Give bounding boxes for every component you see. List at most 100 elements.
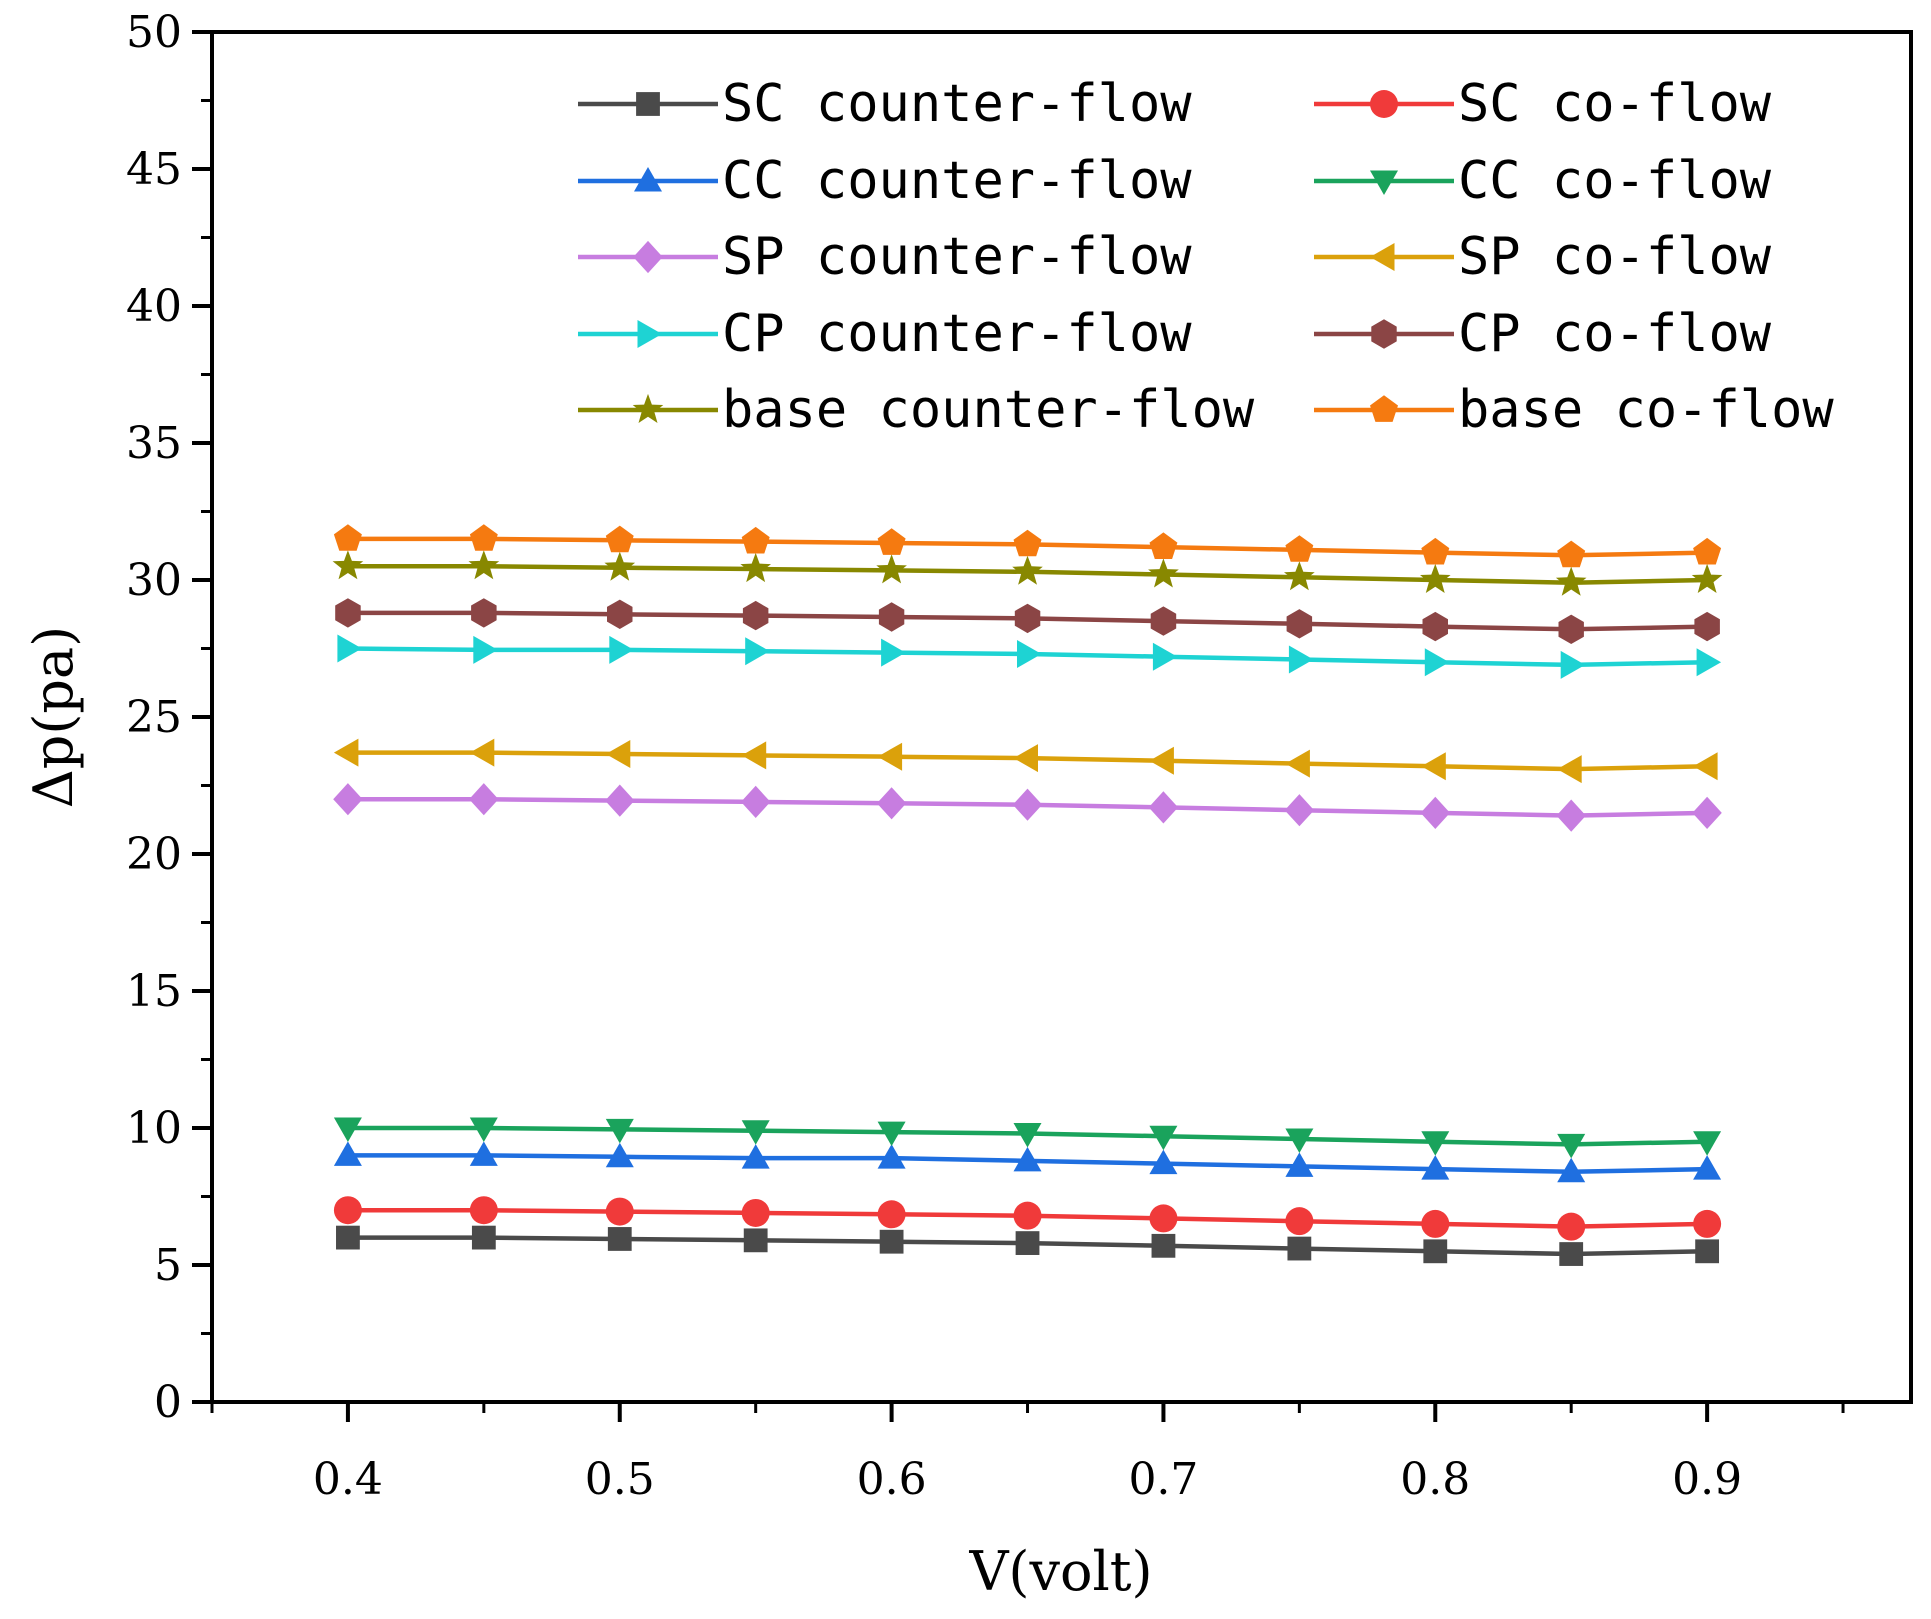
y-tick-label: 25: [126, 692, 182, 743]
data-point: [1285, 535, 1314, 562]
data-point: [876, 554, 907, 584]
data-point: [740, 552, 771, 583]
series-cp-co-flow: [335, 598, 1720, 644]
data-point: [1693, 537, 1722, 565]
data-point: [1421, 752, 1446, 781]
data-point: [469, 1196, 498, 1225]
data-point: [1557, 1133, 1586, 1159]
x-tick-label: 0.7: [1128, 1454, 1198, 1505]
data-point: [1557, 540, 1586, 568]
legend-label: base co-flow: [1458, 380, 1834, 440]
legend-marker: [636, 92, 660, 116]
data-point: [1013, 1146, 1042, 1172]
x-axis-title: V(volt): [968, 1540, 1152, 1603]
data-point: [605, 740, 631, 768]
series-base-counter-flow: [332, 550, 1723, 596]
data-point: [1693, 1209, 1722, 1238]
data-point: [1557, 1212, 1586, 1241]
series-sp-co-flow: [333, 738, 1718, 784]
data-point: [1288, 645, 1314, 674]
data-point: [1421, 537, 1450, 565]
data-point: [741, 785, 771, 818]
data-point: [1422, 611, 1448, 642]
series-cc-co-flow: [333, 1117, 1722, 1159]
y-tick-label: 40: [126, 281, 182, 332]
legend-entry: CC counter-flow: [578, 151, 1192, 211]
data-point: [605, 1118, 634, 1144]
data-point: [1423, 1239, 1448, 1264]
series-sc-counter-flow: [336, 1225, 1720, 1266]
data-point: [877, 1121, 906, 1147]
legend-entry: SC co-flow: [1314, 74, 1772, 134]
data-point: [742, 600, 769, 631]
data-point: [1149, 1204, 1178, 1233]
data-point: [604, 551, 636, 581]
data-point: [605, 525, 634, 553]
y-tick-label: 15: [126, 966, 182, 1017]
data-point: [336, 1225, 360, 1250]
axes: 0 5 10 15 20 25 30 35 40 45 50 0.4 0.5 0.6 0.7 0.8 0.9: [126, 7, 1845, 1505]
data-point: [1152, 642, 1178, 671]
data-point: [877, 1144, 906, 1169]
legend-marker: [1370, 395, 1398, 422]
data-point: [1420, 563, 1451, 593]
data-point: [1285, 1152, 1314, 1177]
data-point: [1148, 791, 1179, 824]
data-point: [1695, 1239, 1720, 1264]
legend: SC counter-flow SC co-flow CC counter-flow…: [578, 74, 1834, 440]
data-point: [1285, 1128, 1314, 1153]
legend-marker: [1370, 243, 1395, 271]
data-point: [333, 524, 362, 551]
data-point: [469, 1141, 498, 1166]
data-point: [741, 526, 770, 554]
data-point: [469, 1117, 498, 1142]
data-point: [609, 635, 634, 664]
data-point: [1424, 648, 1450, 677]
data-point: [1692, 796, 1722, 829]
data-point: [877, 742, 903, 771]
legend-marker: [633, 240, 663, 274]
data-point: [1691, 563, 1723, 593]
legend-label: SP co-flow: [1458, 227, 1772, 287]
legend-entry: SP co-flow: [1314, 227, 1772, 287]
data-point: [1421, 1155, 1450, 1180]
legend-marker: [632, 393, 664, 423]
series-group: [332, 524, 1723, 1266]
data-point: [333, 1117, 362, 1142]
legend-entry: SP counter-flow: [578, 227, 1192, 287]
data-point: [743, 1228, 768, 1253]
data-point: [1696, 648, 1722, 677]
data-point: [337, 634, 362, 663]
y-axis-title: Δp(pa): [22, 626, 85, 808]
legend-entry: base counter-flow: [578, 380, 1255, 440]
legend-entry: CP co-flow: [1314, 304, 1772, 364]
data-point: [1287, 1236, 1312, 1261]
series-cc-counter-flow: [333, 1141, 1722, 1183]
data-point: [1015, 1231, 1040, 1255]
data-point: [1284, 561, 1315, 591]
y-tick-label: 35: [126, 418, 182, 469]
data-point: [333, 1196, 362, 1225]
data-point: [881, 638, 906, 667]
data-point: [1693, 752, 1718, 781]
data-point: [1012, 788, 1043, 821]
series-sp-counter-flow: [333, 783, 1722, 832]
plot-frame: [210, 30, 1913, 1404]
legend-label: CP counter-flow: [722, 304, 1192, 364]
data-point: [469, 783, 499, 816]
y-tick-label: 30: [126, 555, 182, 606]
y-tick-label: 45: [126, 144, 182, 195]
data-point: [1421, 1209, 1450, 1238]
data-point: [1148, 558, 1179, 588]
legend-marker: [1370, 170, 1398, 195]
x-tick-label: 0.9: [1672, 1454, 1742, 1505]
data-point: [876, 787, 907, 820]
data-point: [1013, 1201, 1042, 1230]
series-cp-counter-flow: [337, 634, 1722, 679]
legend-label: base counter-flow: [722, 380, 1255, 440]
data-point: [741, 1144, 770, 1169]
data-point: [469, 524, 498, 551]
data-point: [745, 637, 770, 666]
